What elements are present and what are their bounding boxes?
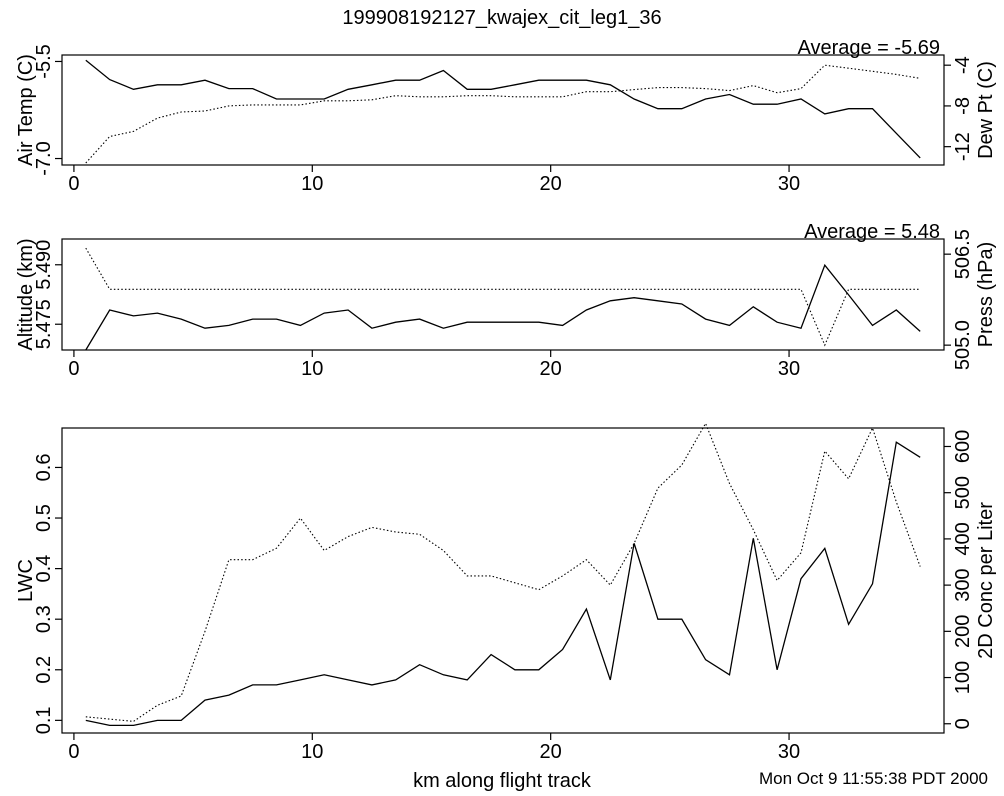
alt-series-right-axis-line (85, 247, 921, 347)
alt-x-tick-label: 10 (301, 358, 323, 380)
temp-x-tick-label: 30 (778, 173, 800, 195)
temp-y-left-axis-label: Air Temp (C) (15, 54, 37, 166)
lwc-y-right-tick-label: 300 (952, 568, 974, 601)
lwc-y-right-tick-label: 600 (952, 430, 974, 463)
alt-y-right-tick-label: 506.5 (952, 229, 974, 279)
lwc-y-left-tick-label: 0.5 (33, 504, 55, 532)
lwc-series-right-axis-line (85, 422, 921, 722)
lwc-y-right-tick-label: 200 (952, 615, 974, 648)
temp-series-right-axis-line (85, 64, 921, 164)
lwc-x-tick-label: 10 (301, 741, 323, 763)
lwc-y-left-tick-label: 0.1 (33, 706, 55, 734)
figure-title: 199908192127_kwajex_cit_leg1_36 (342, 7, 661, 29)
lwc-y-left-tick-label: 0.4 (33, 555, 55, 583)
lwc-y-left-tick-label: 0.2 (33, 656, 55, 684)
lwc-y-left-tick-label: 0.6 (33, 454, 55, 482)
panel-lwc: 0 10 20 30 0.1 0.2 0.3 0.4 0.5 0.6 0 100 200 300 400 50… (15, 422, 997, 763)
alt-average-label: Average = 5.48 (804, 221, 940, 243)
lwc-x-tick-label: 30 (778, 741, 800, 763)
alt-y-left-tick-label: 5.475 (33, 299, 55, 349)
panel-temperature: 0 10 20 30 -7.0 -5.5 -12 -8 -4 Air Temp (C) Dew Pt… (15, 37, 997, 195)
panel-altitude: 0 10 20 30 5.475 5.490 505.0 506.5 Altitude (km)… (15, 221, 997, 380)
lwc-y-right-axis-label: 2D Conc per Liter (975, 502, 997, 659)
alt-series-left-axis-line (85, 263, 921, 351)
temp-x-tick-label: 20 (540, 173, 562, 195)
lwc-y-right-tick-label: 500 (952, 476, 974, 509)
lwc-y-left-axis-label: LWC (15, 559, 37, 602)
temp-y-right-tick-label: -8 (952, 97, 974, 115)
temp-y-right-tick-label: -4 (952, 56, 974, 74)
temp-y-right-axis-label: Dew Pt (C) (975, 61, 997, 159)
temp-y-left-tick-label: -7.0 (33, 141, 55, 175)
lwc-x-tick-label: 0 (68, 741, 79, 763)
lwc-plot-frame (61, 427, 945, 734)
alt-y-left-tick-label: 5.490 (33, 240, 55, 290)
alt-y-left-axis-label: Altitude (km) (15, 238, 37, 350)
x-axis-label: km along flight track (413, 770, 592, 792)
temp-x-tick-label: 0 (68, 173, 79, 195)
temp-average-label: Average = -5.69 (797, 37, 940, 59)
lwc-y-right-tick-label: 400 (952, 522, 974, 555)
lwc-x-tick-label: 20 (540, 741, 562, 763)
lwc-y-left-tick-label: 0.3 (33, 605, 55, 633)
temp-x-tick-label: 10 (301, 173, 323, 195)
alt-x-tick-label: 20 (540, 358, 562, 380)
alt-x-tick-label: 30 (778, 358, 800, 380)
lwc-y-right-tick-label: 0 (952, 718, 974, 729)
lwc-y-right-tick-label: 100 (952, 661, 974, 694)
temp-series-left-axis-line (85, 59, 921, 159)
temp-y-left-tick-label: -5.5 (33, 44, 55, 78)
timestamp: Mon Oct 9 11:55:38 PDT 2000 (759, 769, 988, 788)
alt-y-right-tick-label: 505.0 (952, 320, 974, 370)
lwc-series-left-axis-line (85, 441, 921, 727)
alt-x-tick-label: 0 (68, 358, 79, 380)
temp-y-right-tick-label: -12 (952, 132, 974, 161)
alt-y-right-axis-label: Press (hPa) (975, 242, 997, 348)
alt-plot-frame (61, 238, 945, 351)
temp-plot-frame (61, 54, 945, 166)
